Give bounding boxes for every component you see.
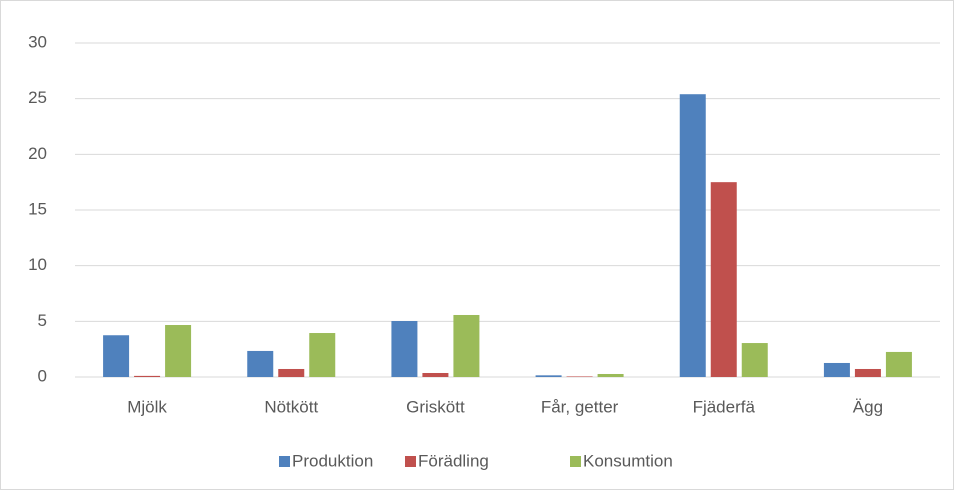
bar	[741, 343, 768, 377]
bar	[453, 314, 480, 377]
bar	[278, 368, 305, 377]
y-tick-label: 5	[38, 311, 47, 330]
y-tick-label: 10	[28, 255, 47, 274]
bar	[422, 372, 449, 377]
bar	[165, 325, 192, 377]
x-tick-label: Griskött	[406, 397, 465, 416]
y-tick-label: 15	[28, 199, 47, 218]
legend-label: Konsumtion	[583, 451, 673, 470]
legend-swatch	[405, 456, 416, 467]
x-tick-label: Ägg	[853, 397, 883, 416]
bar	[885, 351, 912, 377]
bar	[679, 94, 706, 378]
y-tick-label: 0	[38, 366, 47, 385]
y-tick-label: 20	[28, 144, 47, 163]
x-tick-label: Nötkött	[264, 397, 318, 416]
legend-swatch	[279, 456, 290, 467]
bar	[247, 350, 274, 377]
bar	[535, 375, 562, 377]
bar	[103, 335, 130, 377]
x-tick-label: Fjäderfä	[693, 397, 756, 416]
y-tick-label: 30	[28, 32, 47, 51]
legend-swatch	[570, 456, 581, 467]
bar	[854, 368, 881, 377]
bar	[823, 362, 850, 377]
legend-label: Förädling	[418, 451, 489, 470]
bar	[566, 376, 593, 377]
x-tick-label: Mjölk	[127, 397, 167, 416]
x-tick-label: Får, getter	[541, 397, 619, 416]
bar	[391, 320, 418, 377]
legend-label: Produktion	[292, 451, 373, 470]
bar	[134, 375, 161, 377]
bar	[597, 373, 624, 377]
y-tick-label: 25	[28, 88, 47, 107]
bar	[309, 333, 336, 377]
bar	[710, 182, 737, 377]
